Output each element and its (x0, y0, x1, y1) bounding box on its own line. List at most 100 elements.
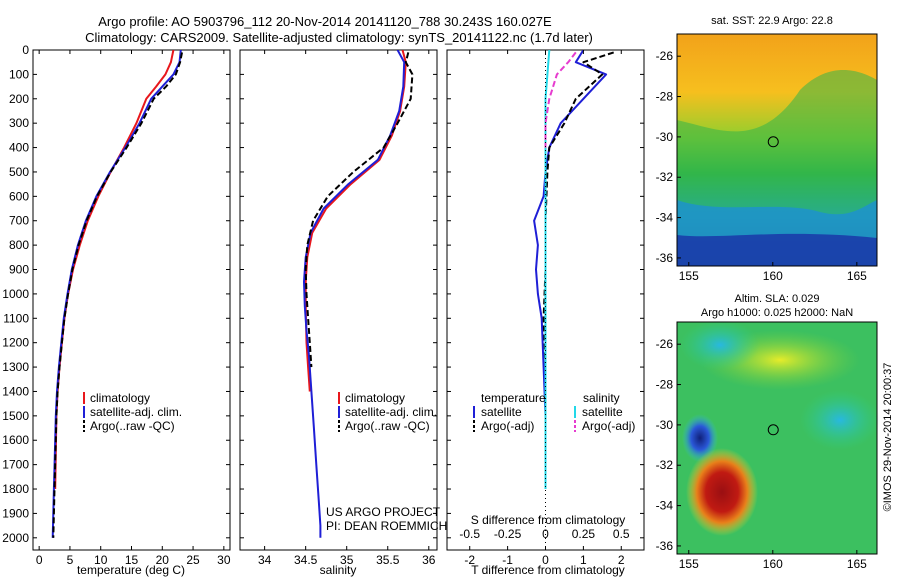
legend-label: satellite-adj. clim. (90, 405, 182, 419)
difference-s-axis: -0.5 -0.25 0 0.25 0.5 (459, 527, 630, 541)
s-difference-axis-label: S difference from climatology (471, 513, 626, 527)
x-tick-label: 30 (217, 553, 231, 567)
legend-title-salinity: salinity (583, 391, 620, 405)
sst-cold-water (677, 233, 877, 266)
series-line-temperature-satellite (533, 50, 608, 489)
x-tick-label: 35.5 (376, 553, 400, 567)
legend-label: Argo(..raw -QC) (90, 419, 175, 433)
depth-tick-label: 1800 (2, 482, 29, 496)
depth-tick-label: 500 (9, 165, 29, 179)
difference-legend: temperature salinity satellite Argo(-adj… (473, 391, 635, 433)
legend-label: satellite-adj. clim. (345, 405, 437, 419)
x-tick-label: 5 (67, 553, 74, 567)
temperature-series (51, 50, 183, 538)
temperature-axis-label: temperature (deg C) (77, 563, 185, 577)
s-difference-tick-label: 0 (542, 527, 549, 541)
lat-tick-label: -32 (656, 458, 674, 472)
legend-label: climatology (345, 391, 405, 405)
lat-tick-label: -34 (656, 499, 674, 513)
salinity-series (303, 50, 414, 538)
lon-tick-label: 160 (763, 557, 783, 571)
depth-tick-label: 0 (22, 43, 29, 57)
depth-tick-label: 200 (9, 92, 29, 106)
x-tick-label: 34.5 (294, 553, 318, 567)
salinity-panel (239, 49, 438, 551)
depth-tick-label: 600 (9, 189, 29, 203)
lat-tick-label: -28 (656, 90, 674, 104)
lon-tick-label: 155 (679, 269, 699, 283)
depth-tick-label: 700 (9, 214, 29, 228)
x-tick-label: 0 (542, 553, 549, 567)
depth-tick-label: 1500 (2, 409, 29, 423)
depth-tick-label: 1900 (2, 506, 29, 520)
argo-position-marker (767, 136, 779, 148)
salinity-axis-label: salinity (320, 563, 357, 577)
lon-tick-label: 155 (679, 557, 699, 571)
sla-map-title-1: Altim. SLA: 0.029 (735, 293, 820, 305)
series-line-argo-raw-qc- (304, 52, 414, 368)
sla-map-frame (676, 321, 878, 555)
lon-tick-label: 160 (763, 269, 783, 283)
sla-low-patch (680, 320, 760, 370)
legend-label: satellite (481, 405, 522, 419)
salinity-x-axis: 34 34.5 35 35.5 36 (258, 50, 436, 567)
lon-tick-label: 165 (847, 557, 867, 571)
x-tick-label: 2 (618, 553, 625, 567)
depth-tick-label: 1300 (2, 360, 29, 374)
lat-tick-label: -30 (656, 130, 674, 144)
x-tick-label: 15 (125, 553, 139, 567)
lat-tick-label: -26 (656, 49, 674, 63)
sla-low-patch (800, 390, 880, 450)
series-line-argo-raw-qc- (52, 52, 183, 538)
sst-map-title: sat. SST: 22.9 Argo: 22.8 (711, 15, 833, 27)
series-line-climatology (304, 50, 407, 392)
depth-tick-label: 1700 (2, 458, 29, 472)
lat-tick-label: -28 (656, 378, 674, 392)
x-tick-label: 10 (94, 553, 108, 567)
legend-label: Argo(-adj) (481, 419, 534, 433)
lat-tick-label: -34 (656, 211, 674, 225)
depth-tick-label: 900 (9, 263, 29, 277)
depth-tick-label: 100 (9, 67, 29, 81)
series-line-satellite-adj-clim- (303, 50, 406, 538)
lat-tick-label: -36 (656, 539, 674, 553)
lat-tick-label: -32 (656, 170, 674, 184)
depth-tick-label: 1600 (2, 433, 29, 447)
difference-series (533, 50, 615, 550)
lat-tick-label: -36 (656, 251, 674, 265)
difference-x-axis: -2 -1 0 1 2 (464, 50, 625, 567)
sla-map-title-2: Argo h1000: 0.025 h2000: NaN (701, 307, 853, 319)
temperature-panel (32, 49, 231, 551)
sst-map-axes: 155 160 165 -26 -28 -30 -32 -34 -36 (656, 49, 868, 283)
s-difference-tick-label: -0.5 (459, 527, 480, 541)
sst-map-frame (676, 33, 878, 267)
x-tick-label: 34 (258, 553, 272, 567)
depth-tick-label: 1100 (3, 311, 29, 325)
depth-tick-label: 1000 (2, 287, 29, 301)
series-line-salinity-argo-adj- (544, 51, 577, 148)
legend-title-temperature: temperature (481, 391, 546, 405)
lat-tick-label: -26 (656, 337, 674, 351)
t-difference-axis-label: T difference from climatology (471, 563, 625, 577)
x-tick-label: 1 (580, 553, 587, 567)
legend-label: Argo(-adj) (582, 419, 635, 433)
series-line-salinity-satellite (544, 50, 551, 489)
x-tick-label: 25 (186, 553, 200, 567)
imos-credit: ©IMOS 29-Nov-2014 20:00:37 (882, 363, 894, 512)
sla-cold-eddy (682, 414, 718, 462)
x-tick-label: 0 (36, 553, 43, 567)
sst-map (676, 33, 878, 267)
salinity-legend: climatology satellite-adj. clim. Argo(..… (338, 391, 437, 433)
header-line-1: Argo profile: AO 5903796_112 20-Nov-2014… (98, 14, 552, 29)
depth-tick-label: 1400 (2, 384, 29, 398)
depth-axis: 0 100 200 300 400 500 600 700 800 900 1000 1100 1200… (2, 43, 644, 545)
legend-label: satellite (582, 405, 623, 419)
x-tick-label: -2 (464, 553, 475, 567)
x-tick-label: -1 (502, 553, 513, 567)
project-annotation-2: PI: DEAN ROEMMICH (326, 519, 447, 533)
x-tick-label: 36 (422, 553, 436, 567)
argo-position-marker (767, 424, 779, 436)
project-annotation-1: US ARGO PROJECT (326, 505, 441, 519)
s-difference-tick-label: 0.5 (613, 527, 630, 541)
